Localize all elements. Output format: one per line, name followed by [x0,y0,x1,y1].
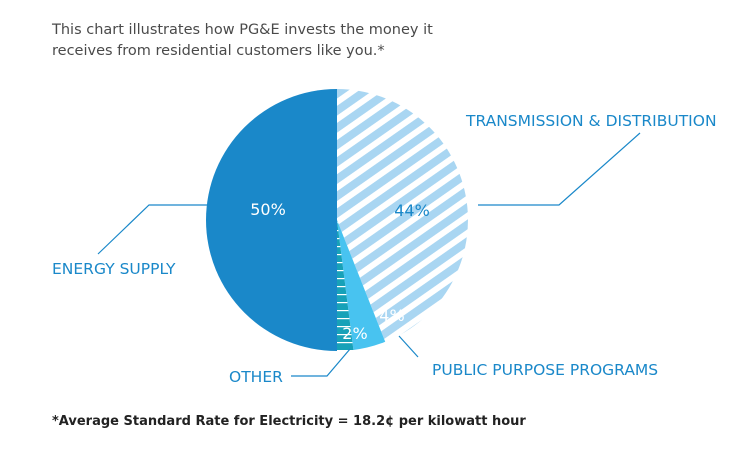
pie-slice-other [337,220,354,351]
slice-label-energy-supply: 50% [250,200,286,219]
slice-label-transmission: 44% [394,201,430,220]
intro-line-2: receives from residential customers like… [52,43,385,59]
category-label-transmission: TRANSMISSION & DISTRIBUTION [465,112,717,130]
slice-label-public-purpose: 4% [379,306,404,325]
leader-line-transmission [478,132,641,206]
slice-label-other: 2% [342,324,367,343]
leader-line-other [291,348,351,377]
category-label-other: OTHER [229,368,283,386]
category-label-public-purpose: PUBLIC PURPOSE PROGRAMS [432,361,658,379]
footnote: *Average Standard Rate for Electricity =… [52,414,526,429]
pie-slice-energy-supply [206,89,337,351]
pie-slice-public-purpose-programs [337,220,386,350]
leader-line-public-purpose [398,335,419,358]
leader-line-energy-supply [97,204,230,255]
intro-line-1: This chart illustrates how PG&E invests … [52,22,433,38]
category-label-energy-supply: ENERGY SUPPLY [52,260,176,278]
pie-slice-transmission-distribution [337,89,468,342]
intro-text: This chart illustrates how PG&E invests … [52,20,472,62]
